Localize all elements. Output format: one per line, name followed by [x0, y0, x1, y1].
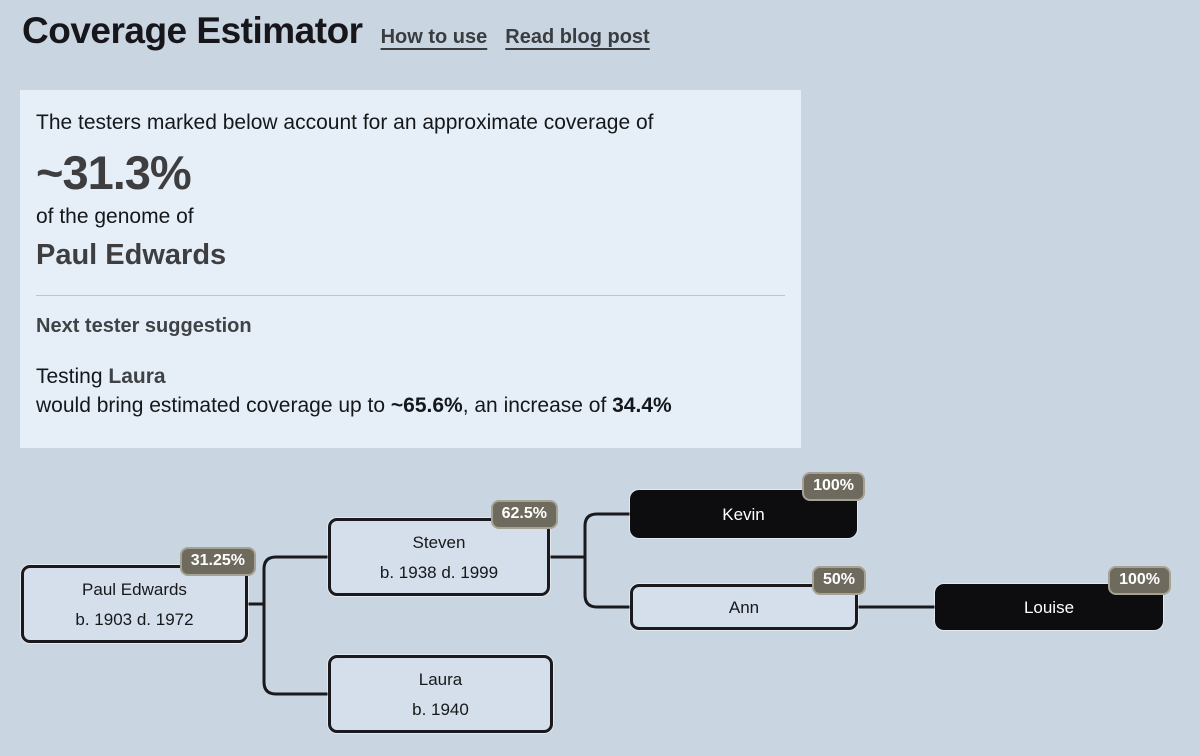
page-title: Coverage Estimator: [22, 10, 363, 51]
coverage-badge-paul: 31.25%: [179, 547, 256, 576]
coverage-summary-panel: The testers marked below account for an …: [20, 90, 801, 448]
tree-node-steven[interactable]: 62.5% Steven b. 1938 d. 1999: [328, 500, 558, 596]
node-name: Ann: [728, 597, 760, 617]
coverage-badge-steven: 62.5%: [490, 500, 558, 529]
node-name: Paul Edwards: [82, 579, 187, 599]
node-dates: b. 1938 d. 1999: [379, 562, 499, 582]
header: Coverage Estimator How to use Read blog …: [22, 10, 650, 52]
next-tester-heading: Next tester suggestion: [36, 315, 252, 337]
node-dates: b. 1940: [412, 699, 469, 719]
genome-of-text: of the genome of: [36, 205, 194, 228]
how-to-use-link[interactable]: How to use: [380, 26, 488, 48]
coverage-badge-ann: 50%: [811, 566, 866, 595]
genome-person-name: Paul Edwards: [36, 239, 227, 271]
tree-node-laura[interactable]: Laura b. 1940: [328, 655, 553, 733]
coverage-intro-text: The testers marked below account for an …: [36, 111, 654, 134]
tree-node-paul-edwards[interactable]: 31.25% Paul Edwards b. 1903 d. 1972: [21, 547, 256, 643]
node-name: Steven: [412, 532, 466, 552]
tree-node-ann[interactable]: 50% Ann: [630, 566, 866, 630]
node-dates: b. 1903 d. 1972: [75, 609, 194, 629]
increase-value: 34.4%: [612, 394, 672, 417]
coverage-badge-kevin: 100%: [802, 472, 865, 501]
testing-suggestion-line: Testing Laura: [36, 365, 785, 389]
read-blog-post-link[interactable]: Read blog post: [505, 26, 650, 48]
new-coverage-value: ~65.6%: [390, 394, 463, 417]
coverage-percentage: ~31.3%: [36, 146, 192, 199]
coverage-badge-louise: 100%: [1108, 566, 1171, 595]
node-name: Kevin: [722, 504, 765, 524]
node-name: Laura: [418, 669, 463, 689]
suggested-tester-name: Laura: [108, 365, 166, 388]
tree-node-kevin[interactable]: 100% Kevin: [630, 472, 865, 538]
tree-node-louise[interactable]: 100% Louise: [935, 566, 1171, 630]
testing-prefix: Testing: [36, 365, 103, 388]
coverage-increase-line: would bring estimated coverage up to ~65…: [36, 394, 672, 417]
node-name: Louise: [1023, 597, 1075, 617]
panel-divider: [36, 295, 785, 296]
